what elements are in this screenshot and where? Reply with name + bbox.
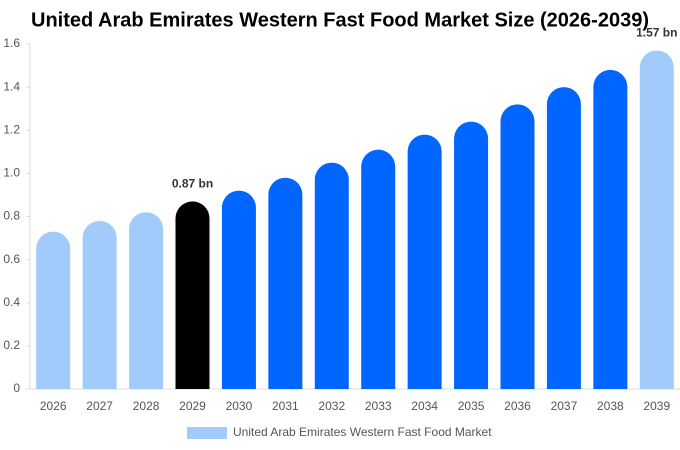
legend-swatch (187, 427, 227, 439)
y-tick-label: 0.4 (3, 295, 20, 309)
y-tick-label: 0.6 (3, 252, 20, 266)
bar (546, 87, 581, 389)
bar (175, 201, 210, 389)
bar (593, 69, 628, 389)
bar (82, 220, 117, 389)
x-tick-label: 2027 (86, 399, 113, 413)
x-tick-label: 2036 (504, 399, 531, 413)
x-tick-label: 2029 (179, 399, 206, 413)
y-tick-label: 0 (13, 381, 20, 395)
bar (639, 50, 674, 389)
x-tick-label: 2034 (411, 399, 438, 413)
bar (36, 231, 71, 389)
x-tick-label: 2038 (597, 399, 624, 413)
legend-label: United Arab Emirates Western Fast Food M… (233, 425, 492, 439)
bar (361, 149, 396, 389)
bar (268, 177, 303, 389)
x-tick-label: 2039 (643, 399, 670, 413)
bar (221, 190, 256, 389)
y-tick-label: 1.0 (3, 166, 20, 180)
x-tick-label: 2032 (318, 399, 345, 413)
value-label: 0.87 bn (172, 177, 213, 191)
x-tick-label: 2037 (551, 399, 578, 413)
bar (314, 162, 349, 389)
y-tick-label: 1.4 (3, 79, 20, 93)
x-tick-label: 2035 (458, 399, 485, 413)
x-tick-label: 2026 (40, 399, 67, 413)
y-tick-label: 1.2 (3, 122, 20, 136)
bar (454, 121, 489, 390)
y-tick-label: 0.8 (3, 209, 20, 223)
x-tick-label: 2033 (365, 399, 392, 413)
x-tick-label: 2030 (226, 399, 253, 413)
x-tick-label: 2028 (133, 399, 160, 413)
y-tick-label: 1.6 (3, 36, 20, 50)
chart-title: United Arab Emirates Western Fast Food M… (31, 9, 649, 31)
bar (500, 104, 535, 390)
value-label: 1.57 bn (636, 26, 677, 40)
bar (407, 134, 442, 389)
bar (129, 212, 164, 389)
x-tick-label: 2031 (272, 399, 299, 413)
y-tick-label: 0.2 (3, 338, 20, 352)
